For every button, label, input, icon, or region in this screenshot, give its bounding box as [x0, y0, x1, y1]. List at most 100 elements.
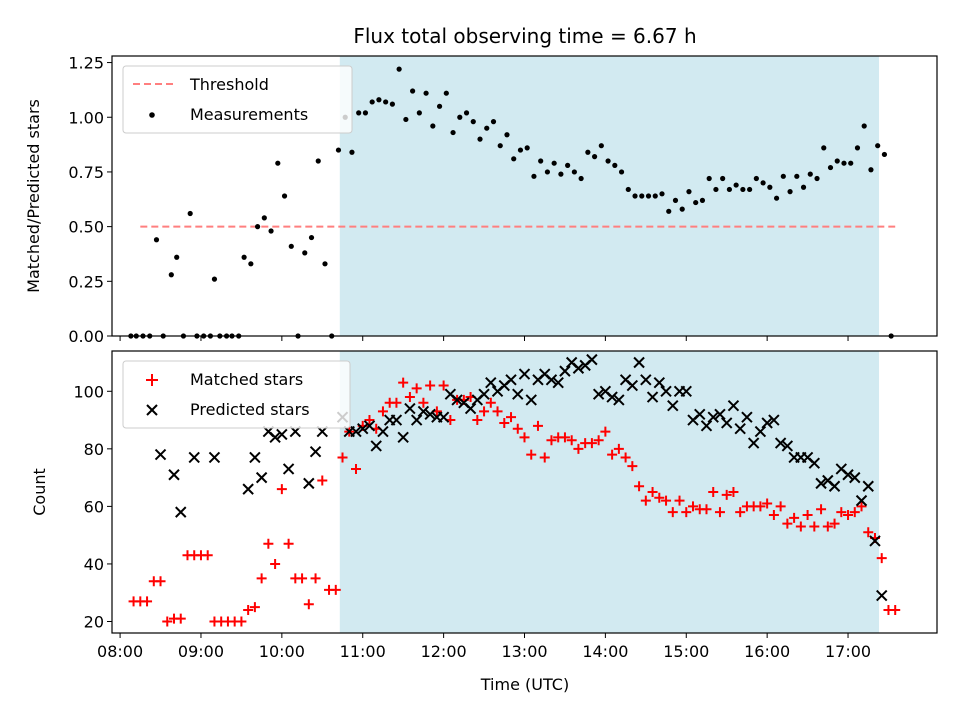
measurement-point — [511, 156, 517, 162]
matched-stars-point — [640, 495, 651, 506]
predicted-stars-point — [808, 457, 821, 469]
top-shaded-span — [339, 56, 880, 336]
measurement-point — [706, 175, 712, 182]
measurement-point — [430, 123, 436, 129]
predicted-stars-point — [255, 471, 268, 484]
predicted-stars-point — [707, 411, 719, 423]
matched-stars-point — [775, 501, 786, 512]
predicted-stars-point — [559, 365, 571, 377]
measurement-point — [747, 186, 753, 193]
measurement-point — [241, 254, 247, 260]
measurement-point — [753, 175, 759, 182]
matched-stars-point — [202, 550, 213, 561]
measurement-point — [821, 145, 827, 151]
measurement-point — [544, 169, 551, 175]
predicted-stars-point — [606, 391, 618, 403]
bottom-x-tick-label: 13:00 — [501, 642, 547, 661]
measurement-point — [800, 184, 807, 190]
bottom-x-tick-label: 11:00 — [340, 642, 386, 661]
matched-stars-point — [634, 481, 645, 492]
measurement-point — [423, 90, 429, 96]
predicted-stars-point — [485, 376, 497, 389]
matched-stars-point — [512, 423, 523, 434]
predicted-stars-point — [242, 483, 254, 495]
matched-stars-point — [714, 507, 725, 518]
top-legend-box — [122, 65, 353, 134]
measurement-point — [780, 173, 786, 179]
matched-stars-point — [876, 553, 887, 564]
measurement-point — [618, 169, 625, 175]
matched-stars-point — [795, 521, 806, 532]
bottom-x-tick-label: 17:00 — [825, 642, 871, 661]
matched-stars-point — [485, 397, 496, 408]
matched-stars-point — [499, 417, 510, 428]
measurement-point — [598, 143, 604, 149]
matched-stars-point — [701, 504, 712, 515]
measurement-point — [699, 197, 706, 203]
measurement-point — [767, 184, 773, 190]
bottom-x-tick-label: 16:00 — [744, 642, 790, 661]
matched-stars-point — [472, 415, 483, 426]
measurement-point — [504, 132, 510, 138]
measurement-point — [248, 261, 254, 267]
bottom-x-tick-label: 12:00 — [421, 642, 467, 661]
measurement-point — [881, 151, 888, 158]
predicted-stars-point — [646, 391, 659, 403]
legend-measurements-label: Measurements — [190, 105, 308, 124]
predicted-stars-point — [862, 480, 874, 492]
measurement-point — [720, 175, 726, 182]
matched-stars-point — [303, 599, 314, 610]
predicted-stars-point — [525, 394, 537, 406]
measurement-point — [773, 195, 780, 201]
top-series-marks — [128, 66, 896, 339]
measurement-point — [254, 224, 261, 230]
bottom-series-marks — [128, 353, 901, 627]
measurement-point — [672, 197, 679, 203]
predicted-stars-point — [249, 451, 261, 464]
matched-stars-point — [276, 484, 287, 495]
matched-stars-point — [647, 487, 658, 497]
measurement-point — [868, 167, 874, 173]
legend-threshold-label: Threshold — [189, 75, 269, 94]
measurement-point — [834, 158, 840, 164]
predicted-stars-point — [464, 402, 477, 415]
bottom-y-tick-label: 20 — [84, 612, 104, 631]
top-y-ticks: 0.00 0.25 0.50 0.75 1.00 1.25 — [68, 54, 112, 346]
measurement-point — [531, 173, 537, 179]
bottom-x-tick-label: 08:00 — [97, 642, 143, 661]
measurement-point — [308, 234, 315, 241]
measurement-point — [187, 210, 193, 217]
predicted-stars-point — [572, 362, 585, 374]
matched-stars-point — [843, 510, 854, 521]
matched-stars-point — [438, 380, 449, 391]
matched-stars-point — [708, 487, 719, 497]
measurement-point — [726, 186, 733, 193]
predicted-stars-point — [303, 477, 315, 490]
measurement-point — [652, 193, 658, 199]
measurement-point — [281, 193, 288, 199]
matched-stars-point — [391, 397, 402, 408]
predicted-stars-point — [694, 408, 706, 421]
predicted-stars-point — [390, 414, 403, 426]
matched-stars-point — [863, 527, 874, 538]
predicted-stars-point — [437, 411, 450, 423]
bottom-x-tick-label: 10:00 — [259, 642, 305, 661]
matched-stars-point — [243, 604, 254, 615]
matched-stars-point — [411, 383, 422, 394]
matched-stars-point — [162, 616, 173, 627]
measurement-point — [315, 158, 321, 164]
matched-stars-point — [364, 415, 375, 426]
matched-stars-point — [607, 449, 618, 460]
matched-stars-point — [782, 518, 793, 529]
measurement-point — [211, 276, 218, 282]
predicted-stars-point — [653, 376, 666, 389]
bottom-y-axis-label: Count — [30, 468, 49, 516]
matched-stars-point — [425, 380, 436, 391]
predicted-stars-point — [626, 379, 639, 392]
top-y-tick-label: 0.25 — [68, 272, 104, 291]
predicted-stars-point — [269, 431, 281, 444]
predicted-stars-point — [754, 425, 767, 438]
matched-stars-point — [492, 406, 503, 417]
measurement-point — [463, 110, 470, 116]
measurement-point — [261, 215, 267, 221]
